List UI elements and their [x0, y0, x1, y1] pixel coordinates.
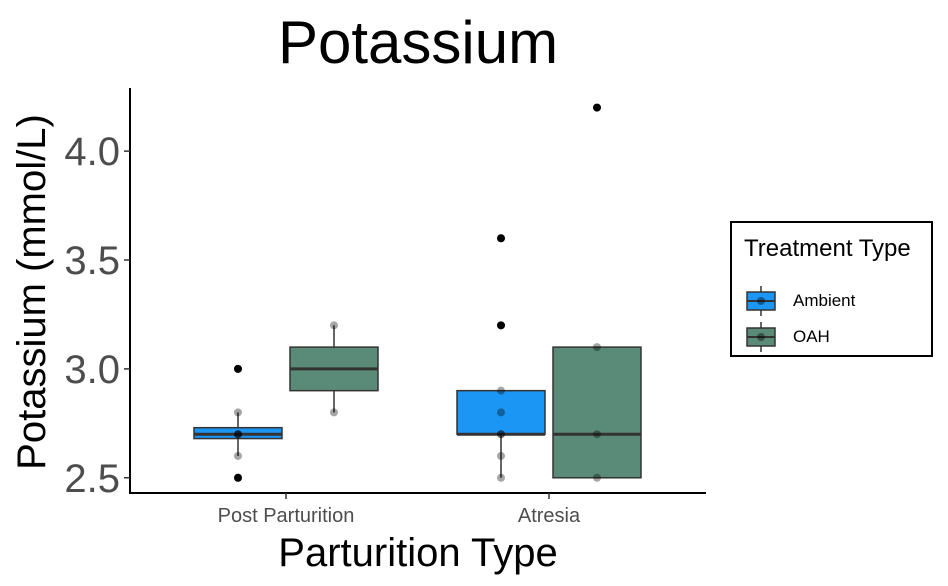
x-tick-label-1: Atresia — [518, 505, 581, 527]
legend-title: Treatment Type — [744, 235, 911, 262]
box-oah-atresia — [552, 346, 642, 479]
y-axis-label: Potassium (mmol/L) — [10, 114, 54, 470]
box-ambient-atresia — [456, 389, 546, 435]
outlier-ambient-post-parturition-1 — [234, 473, 242, 482]
point-ambient-post-parturition-0 — [234, 364, 242, 373]
y-tick-label-3: 4.0 — [64, 130, 120, 174]
x-tick-label-0: Post Parturition — [218, 505, 355, 527]
legend-key-ambient — [746, 286, 776, 316]
point-ambient-post-parturition-2 — [234, 430, 242, 439]
outlier-ambient-atresia-0 — [497, 234, 505, 243]
y-tick-label-2: 3.5 — [64, 239, 120, 283]
point-ambient-post-parturition-6 — [234, 473, 242, 482]
chart-title: Potassium — [278, 9, 558, 76]
point-ambient-atresia-3 — [497, 408, 505, 417]
point-ambient-atresia-4 — [497, 430, 505, 439]
point-ambient-post-parturition-4 — [234, 430, 242, 439]
legend: Treatment Type Ambient OAH — [730, 221, 933, 357]
legend-label-ambient: Ambient — [793, 291, 856, 310]
point-ambient-post-parturition-3 — [234, 430, 242, 439]
legend-item-ambient: Ambient — [746, 286, 931, 316]
x-axis-label: Parturition Type — [278, 531, 557, 575]
point-oah-atresia-2 — [593, 430, 601, 439]
point-oah-atresia-3 — [593, 473, 601, 482]
point-ambient-atresia-6 — [497, 451, 505, 460]
outlier-ambient-atresia-1 — [497, 321, 505, 330]
y-tick-label-1: 3.0 — [64, 348, 120, 392]
legend-key-oah — [746, 322, 776, 352]
point-oah-post-parturition-1 — [330, 408, 338, 417]
point-ambient-atresia-1 — [497, 321, 505, 330]
point-ambient-atresia-5 — [497, 430, 505, 439]
point-ambient-post-parturition-1 — [234, 408, 242, 417]
legend-item-oah: OAH — [746, 322, 931, 352]
outlier-ambient-post-parturition-0 — [234, 364, 242, 373]
point-ambient-atresia-2 — [497, 386, 505, 395]
point-oah-post-parturition-0 — [330, 321, 338, 330]
point-oah-atresia-0 — [593, 103, 601, 112]
point-oah-atresia-1 — [593, 343, 601, 352]
y-tick-label-0: 2.5 — [64, 457, 120, 501]
legend-label-oah: OAH — [793, 327, 830, 346]
outlier-oah-atresia-0 — [593, 103, 601, 112]
point-ambient-post-parturition-5 — [234, 451, 242, 460]
point-ambient-atresia-0 — [497, 234, 505, 243]
point-ambient-atresia-7 — [497, 473, 505, 482]
